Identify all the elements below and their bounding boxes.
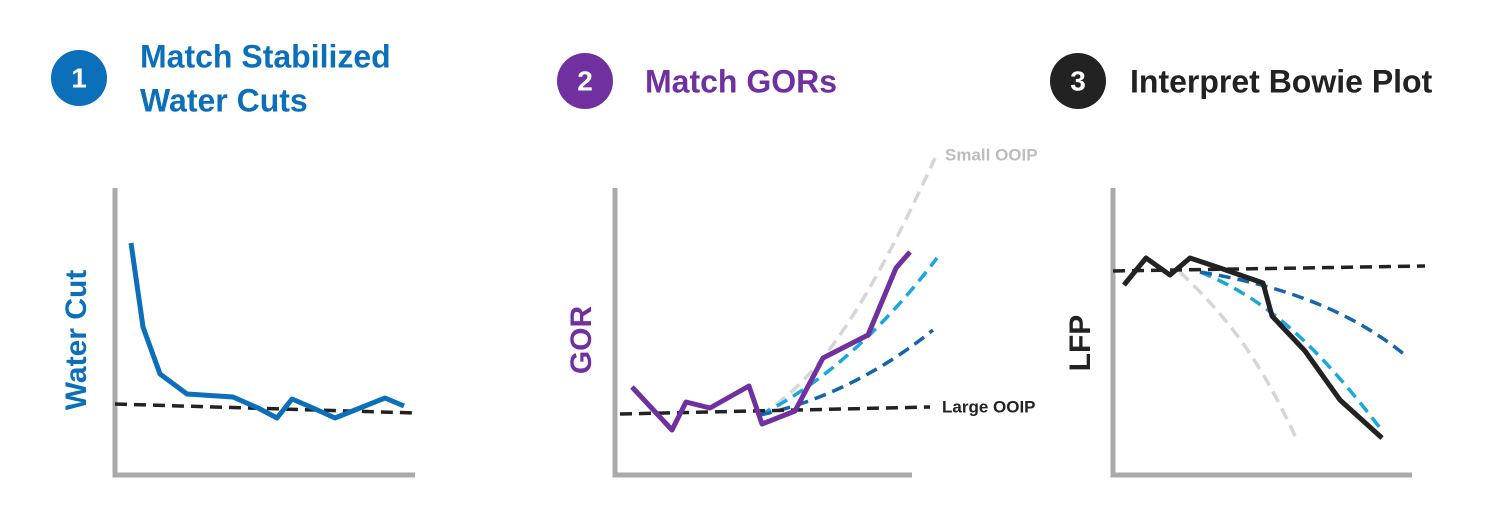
trend-line <box>114 402 416 415</box>
trend-line <box>1178 270 1299 441</box>
curve <box>128 242 405 421</box>
axis-label: GOR <box>565 306 598 375</box>
trend-line <box>1199 270 1382 430</box>
axes <box>1110 188 1412 478</box>
trend-line <box>759 256 939 417</box>
step-title: Interpret Bowie Plot <box>1130 63 1433 99</box>
axes <box>112 188 415 478</box>
axis-label: Water Cut <box>60 270 93 411</box>
annotation: Small OOIP <box>945 145 1038 164</box>
step-title: Match GORs <box>645 63 837 99</box>
trend-line <box>619 405 931 416</box>
axis-label: LFP <box>1064 315 1097 372</box>
step-number: 3 <box>1070 65 1086 96</box>
axes <box>612 188 912 478</box>
step-number: 1 <box>71 62 87 93</box>
trend-line <box>1199 270 1407 357</box>
trend-line <box>759 157 937 417</box>
step-title: Water Cuts <box>140 82 308 118</box>
step-badge <box>51 50 107 106</box>
trend-line <box>1112 264 1426 273</box>
step-badge <box>1050 53 1106 109</box>
step-number: 2 <box>577 65 593 96</box>
step-title: Match Stabilized <box>140 38 391 74</box>
annotation: Large OOIP <box>942 397 1036 416</box>
trend-line <box>759 328 935 417</box>
curve <box>1122 255 1384 440</box>
curve <box>630 250 912 433</box>
step-badge <box>557 53 613 109</box>
